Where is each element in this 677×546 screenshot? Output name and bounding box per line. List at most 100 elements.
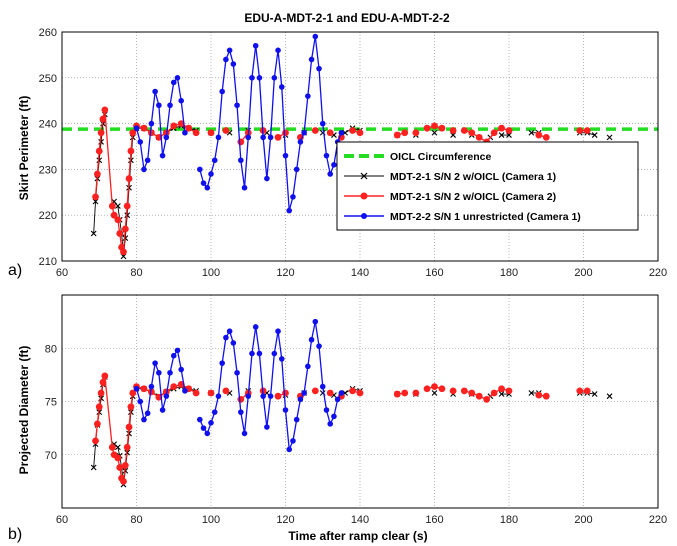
data-point-camera2 [431, 383, 438, 390]
data-point-camera2 [438, 124, 446, 132]
x-tick-label: 220 [649, 267, 667, 279]
data-point-unrestricted [278, 84, 285, 90]
x-tick-label: 60 [56, 514, 68, 526]
legend-box [336, 141, 639, 231]
data-point-unrestricted [290, 438, 296, 444]
data-point-camera2 [116, 464, 124, 471]
data-point-camera2 [460, 127, 468, 134]
data-point-camera2 [116, 230, 124, 237]
x-tick-label: 60 [56, 267, 68, 279]
data-point-unrestricted [170, 79, 177, 86]
data-point-unrestricted [316, 343, 322, 349]
data-point-unrestricted [260, 393, 266, 399]
data-point-camera2 [148, 129, 155, 137]
data-point-unrestricted [319, 383, 326, 390]
data-point-camera2 [207, 129, 215, 137]
x-tick-label: 160 [425, 514, 443, 526]
series-segment-camera2 [94, 173, 99, 197]
data-point-unrestricted [215, 134, 222, 141]
data-point-camera2 [498, 124, 505, 132]
series-segment-camera2 [104, 375, 113, 448]
data-point-unrestricted [197, 166, 203, 173]
data-point-camera2 [114, 454, 122, 462]
legend-label-unrestricted: MDT-2-2 S/N 1 unrestricted (Camera 1) [390, 211, 581, 223]
data-point-camera1 [96, 157, 103, 164]
data-point-unrestricted [331, 162, 337, 168]
data-point-camera2 [349, 127, 356, 134]
data-point-camera2 [274, 133, 282, 141]
series-camera2 [92, 106, 591, 256]
series-segment-unrestricted [232, 64, 238, 106]
data-point-unrestricted [197, 416, 203, 423]
data-point-camera2 [274, 392, 282, 400]
data-point-camera2 [99, 378, 107, 386]
series-segment-unrestricted [139, 401, 145, 420]
series-segment-unrestricted [281, 86, 287, 156]
data-point-camera2 [95, 147, 103, 155]
data-point-unrestricted [293, 166, 300, 173]
series-segment-camera2 [104, 109, 113, 207]
data-point-camera2 [108, 202, 116, 210]
data-point-camera1 [114, 444, 121, 451]
data-point-camera2 [412, 129, 420, 137]
chart-title: EDU-A-MDT-2-1 and EDU-A-MDT-2-2 [244, 11, 450, 25]
series-segment-unrestricted [169, 82, 175, 106]
data-point-camera2 [99, 115, 107, 123]
data-point-camera2 [393, 390, 401, 398]
data-point-camera2 [468, 129, 476, 137]
data-point-camera2 [92, 193, 99, 201]
data-point-unrestricted [241, 184, 248, 191]
data-point-unrestricted [133, 385, 140, 392]
data-point-camera2 [449, 127, 457, 134]
series-segment-unrestricted [221, 59, 227, 92]
data-point-camera2 [185, 124, 193, 132]
data-point-unrestricted [264, 175, 270, 182]
series-segment-unrestricted [273, 331, 279, 354]
series-segment-unrestricted [281, 358, 287, 411]
data-point-unrestricted [204, 184, 211, 191]
data-point-unrestricted [208, 420, 214, 426]
series-segment-unrestricted [322, 386, 328, 411]
data-point-camera1 [114, 203, 121, 209]
series-segment-unrestricted [314, 321, 320, 347]
data-point-camera1 [591, 391, 598, 397]
data-point-unrestricted [178, 366, 184, 373]
data-point-unrestricted [264, 424, 270, 430]
series-segment-unrestricted [161, 137, 167, 156]
series-segment-unrestricted [255, 326, 261, 354]
y-axis-label-a: Skirt Perimeter (ft) [17, 96, 31, 201]
x-tick-label: 120 [276, 514, 294, 526]
data-point-camera1 [498, 391, 505, 397]
data-point-camera2 [127, 403, 135, 411]
data-point-camera1 [591, 132, 598, 138]
series-segment-unrestricted [277, 50, 283, 88]
data-point-camera1 [98, 395, 105, 402]
data-point-unrestricted [211, 157, 218, 164]
series-segment-unrestricted [251, 45, 257, 78]
data-point-unrestricted [323, 407, 330, 413]
data-point-camera2 [237, 138, 245, 146]
series-segment-unrestricted [296, 141, 302, 170]
data-point-camera1 [528, 129, 535, 136]
series-segment-unrestricted [310, 36, 316, 60]
data-point-unrestricted [230, 61, 237, 67]
data-point-unrestricted [271, 350, 278, 357]
series-segment-camera1 [93, 201, 96, 234]
data-point-unrestricted [200, 180, 207, 186]
data-point-unrestricted [327, 421, 334, 427]
data-point-camera2 [162, 388, 170, 396]
data-point-unrestricted [167, 369, 173, 376]
data-point-unrestricted [256, 350, 263, 357]
series-segment-unrestricted [318, 346, 324, 387]
legend-marker-camera1 [360, 172, 368, 180]
series-segment-unrestricted [165, 372, 171, 397]
data-point-camera2 [393, 131, 401, 139]
x-tick-label: 180 [500, 267, 518, 279]
data-point-unrestricted [133, 125, 140, 131]
panel-label-b: b) [8, 526, 22, 543]
panel-b: 60 80 100 120 140 160 180 200 220 70 75 80 [45, 294, 667, 526]
series-segment-unrestricted [176, 77, 182, 101]
data-point-camera2 [490, 129, 498, 137]
data-point-unrestricted [256, 75, 263, 81]
data-point-camera2 [222, 127, 230, 134]
